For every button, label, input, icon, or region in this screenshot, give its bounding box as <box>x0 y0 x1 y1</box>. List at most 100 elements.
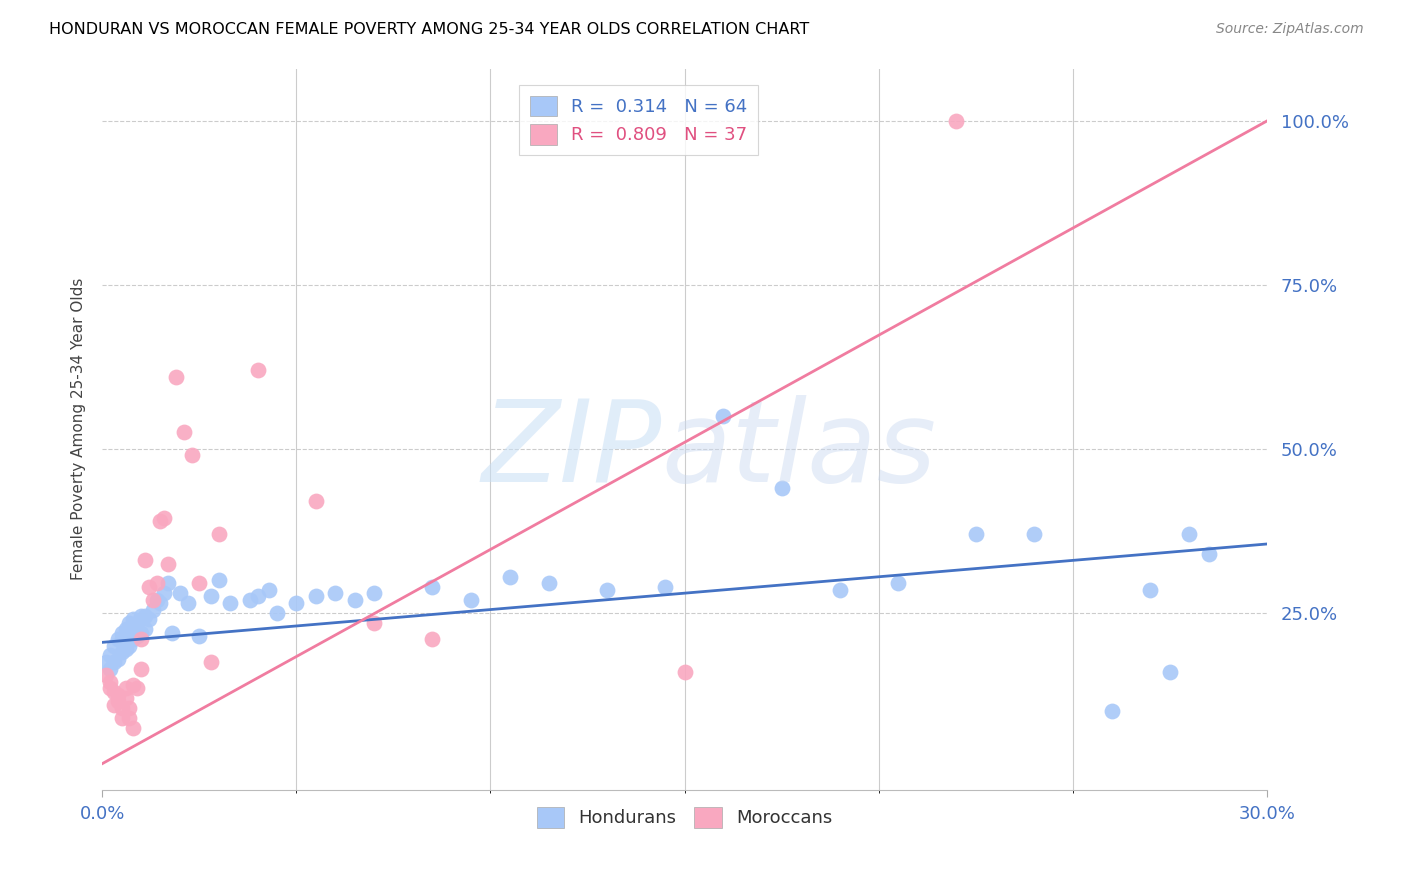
Point <box>153 510 176 524</box>
Point <box>114 681 136 696</box>
Point <box>1022 527 1045 541</box>
Point <box>142 592 165 607</box>
Text: atlas: atlas <box>661 395 936 507</box>
Point <box>111 632 134 646</box>
Point <box>118 615 141 630</box>
Point <box>305 590 328 604</box>
Point <box>94 655 117 669</box>
Legend: Hondurans, Moroccans: Hondurans, Moroccans <box>530 800 839 835</box>
Point <box>111 645 134 659</box>
Point <box>107 632 129 646</box>
Point <box>134 553 156 567</box>
Point <box>149 514 172 528</box>
Point <box>1198 547 1220 561</box>
Point <box>596 582 619 597</box>
Point <box>239 592 262 607</box>
Point <box>157 557 180 571</box>
Point <box>98 681 121 696</box>
Point <box>107 694 129 708</box>
Point <box>114 691 136 706</box>
Point <box>118 701 141 715</box>
Point <box>153 586 176 600</box>
Point <box>98 674 121 689</box>
Point <box>157 576 180 591</box>
Point <box>165 369 187 384</box>
Point <box>103 698 125 712</box>
Point <box>1178 527 1201 541</box>
Point <box>98 662 121 676</box>
Point <box>460 592 482 607</box>
Point <box>180 449 202 463</box>
Point <box>887 576 910 591</box>
Point <box>285 596 308 610</box>
Point <box>266 606 288 620</box>
Point <box>343 592 366 607</box>
Point <box>305 494 328 508</box>
Point <box>122 622 145 636</box>
Point <box>246 590 269 604</box>
Point <box>127 615 149 630</box>
Point <box>499 570 522 584</box>
Point <box>103 639 125 653</box>
Point <box>420 632 443 646</box>
Point <box>94 668 117 682</box>
Point <box>107 688 129 702</box>
Point <box>200 590 222 604</box>
Point <box>138 580 160 594</box>
Point <box>122 612 145 626</box>
Point <box>160 625 183 640</box>
Point <box>188 629 211 643</box>
Point <box>713 409 735 423</box>
Point <box>107 652 129 666</box>
Point <box>169 586 191 600</box>
Point <box>188 576 211 591</box>
Point <box>129 609 152 624</box>
Point <box>1101 704 1123 718</box>
Text: HONDURAN VS MOROCCAN FEMALE POVERTY AMONG 25-34 YEAR OLDS CORRELATION CHART: HONDURAN VS MOROCCAN FEMALE POVERTY AMON… <box>49 22 810 37</box>
Point <box>114 629 136 643</box>
Point <box>142 602 165 616</box>
Point <box>149 596 172 610</box>
Point <box>118 711 141 725</box>
Point <box>111 625 134 640</box>
Point <box>134 609 156 624</box>
Point <box>420 580 443 594</box>
Point <box>129 662 152 676</box>
Point <box>122 632 145 646</box>
Point <box>1159 665 1181 679</box>
Point <box>111 701 134 715</box>
Point <box>208 527 231 541</box>
Point <box>114 641 136 656</box>
Point <box>363 586 385 600</box>
Point <box>323 586 346 600</box>
Point <box>246 363 269 377</box>
Point <box>127 681 149 696</box>
Point <box>122 721 145 735</box>
Point <box>537 576 560 591</box>
Point <box>654 580 676 594</box>
Point <box>363 615 385 630</box>
Point <box>127 629 149 643</box>
Point <box>176 596 198 610</box>
Point <box>129 625 152 640</box>
Y-axis label: Female Poverty Among 25-34 Year Olds: Female Poverty Among 25-34 Year Olds <box>72 278 86 581</box>
Point <box>122 678 145 692</box>
Point <box>828 582 851 597</box>
Text: ZIP: ZIP <box>481 395 661 507</box>
Point <box>200 655 222 669</box>
Point <box>257 582 280 597</box>
Point <box>138 612 160 626</box>
Point <box>103 655 125 669</box>
Point <box>103 684 125 698</box>
Point <box>945 114 967 128</box>
Point <box>118 625 141 640</box>
Point <box>114 622 136 636</box>
Point <box>965 527 987 541</box>
Point <box>1139 582 1161 597</box>
Point <box>145 592 167 607</box>
Point <box>219 596 242 610</box>
Point <box>673 665 696 679</box>
Point <box>129 632 152 646</box>
Text: Source: ZipAtlas.com: Source: ZipAtlas.com <box>1216 22 1364 37</box>
Point <box>98 648 121 663</box>
